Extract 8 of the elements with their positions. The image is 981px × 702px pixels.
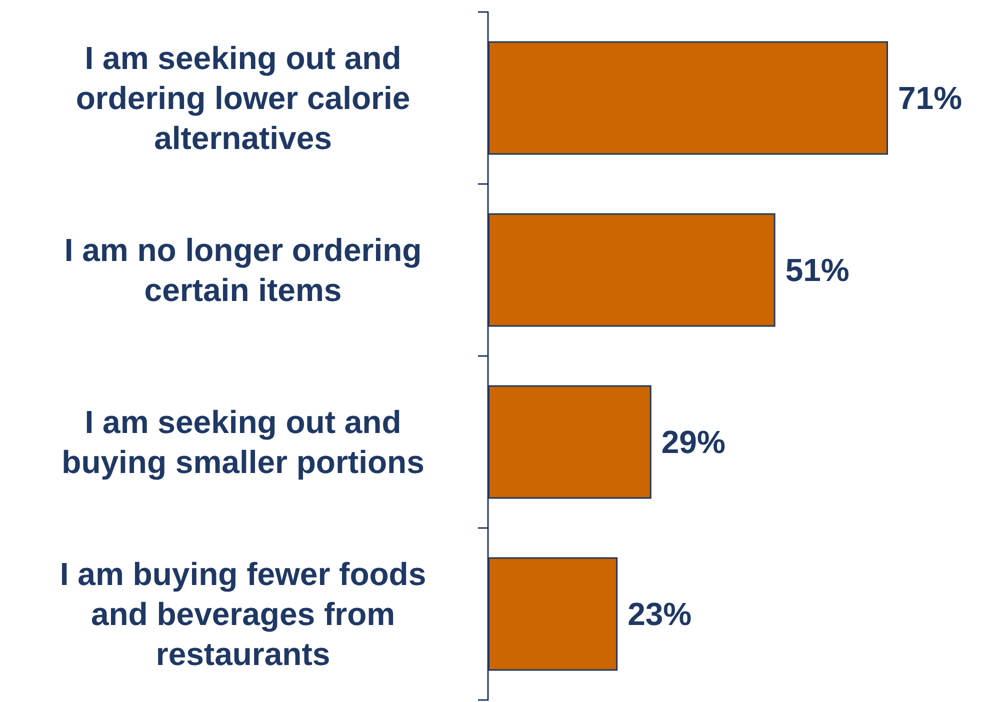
data-label: 71% xyxy=(898,80,962,116)
data-label: 23% xyxy=(628,596,692,632)
y-tick-label: I am buying fewer foods and beverages from restaurants xyxy=(60,556,426,672)
data-label: 29% xyxy=(661,424,726,460)
y-tick-label: I am no longer ordering certain items xyxy=(64,232,422,308)
y-tick-label: I am seeking out and ordering lower calorie alternatives xyxy=(76,40,410,156)
data-label: 51% xyxy=(785,252,850,288)
y-tick-label: I am seeking out and buying smaller portions xyxy=(62,404,424,480)
